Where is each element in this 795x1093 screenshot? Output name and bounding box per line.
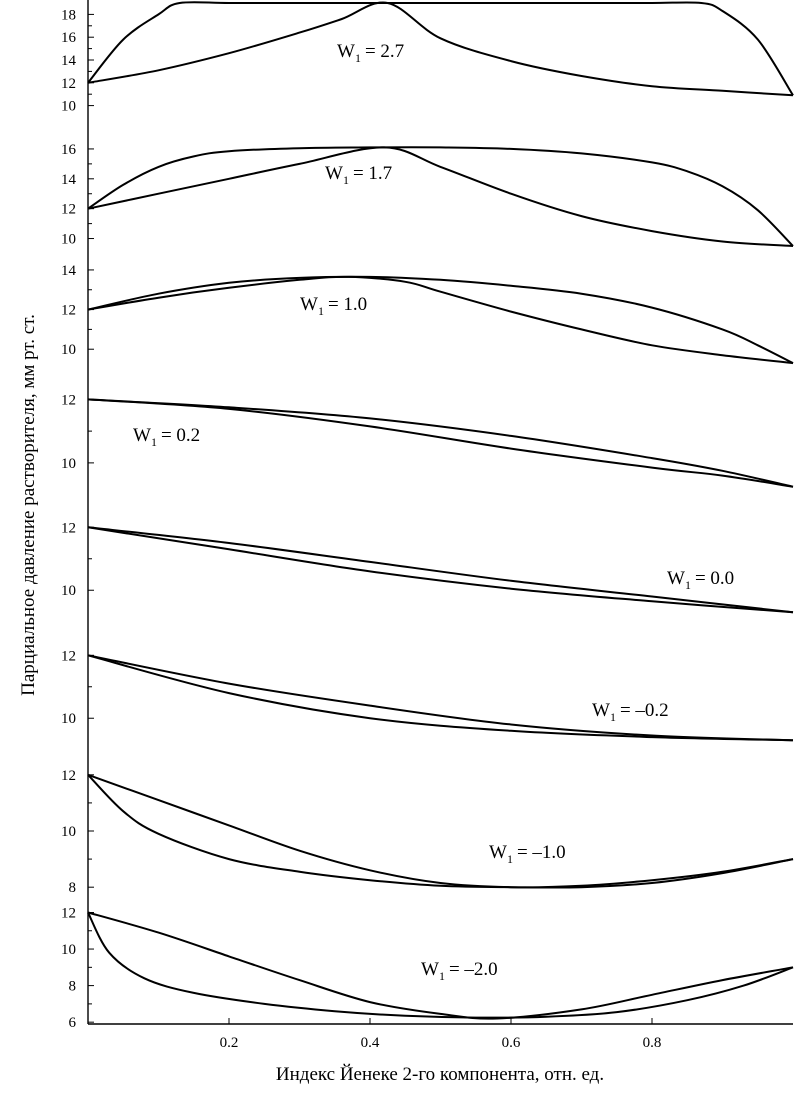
w-label: W1 = 1.7 (325, 163, 392, 187)
panel (87, 911, 794, 1020)
series-line (87, 1, 794, 96)
series-line (87, 774, 794, 889)
w-label-symbol: W (421, 959, 439, 980)
w-label-subscript: 1 (685, 578, 691, 592)
w-label: W1 = 1.0 (300, 294, 367, 318)
y-tick-label: 14 (61, 53, 77, 69)
labels-group: W1 = 2.7W1 = 1.7W1 = 1.0W1 = 0.2W1 = 0.0W1 = –… (133, 41, 734, 983)
y-tick-label: 6 (69, 1015, 77, 1031)
series-line (87, 526, 794, 614)
panel (87, 654, 794, 742)
panel (87, 398, 794, 488)
series-line (87, 912, 794, 1019)
series-line (87, 911, 794, 1020)
w-label-symbol: W (133, 425, 151, 446)
series-line (87, 654, 794, 742)
y-tick-label: 10 (61, 99, 76, 115)
w-label-symbol: W (592, 700, 610, 721)
w-label-subscript: 1 (343, 173, 349, 187)
w-label-value: = –0.2 (620, 700, 669, 721)
w-label-subscript: 1 (151, 435, 157, 449)
y-tick-label: 8 (69, 880, 77, 896)
y-tick-label: 14 (61, 263, 77, 279)
w-label-value: = 1.7 (353, 163, 392, 184)
y-tick-label: 8 (69, 979, 77, 995)
w-label-value: = 1.0 (328, 294, 367, 315)
series-line (87, 526, 794, 614)
y-tick-label: 10 (61, 232, 76, 248)
series-line (87, 773, 794, 889)
w-label-symbol: W (667, 568, 685, 589)
y-tick-label: 18 (61, 7, 76, 23)
w-label-symbol: W (489, 842, 507, 863)
panel (87, 1, 794, 97)
w-label-symbol: W (300, 294, 318, 315)
series-line (87, 275, 794, 365)
y-tick-label: 16 (61, 30, 77, 46)
panel (87, 773, 794, 889)
w-label-subscript: 1 (507, 852, 513, 866)
y-tick-label: 12 (61, 520, 76, 536)
w-label-value: = 2.7 (365, 41, 404, 62)
series-line (87, 398, 794, 488)
panel (87, 526, 794, 614)
w-label-subscript: 1 (439, 969, 445, 983)
y-tick-label: 10 (61, 711, 76, 727)
y-tick-label: 16 (61, 142, 77, 158)
w-label: W1 = –0.2 (592, 700, 669, 724)
curves-group (87, 1, 794, 1020)
axes-group (87, 0, 793, 1025)
series-line (87, 654, 794, 742)
y-axis-title: Парциальное давление растворителя, мм рт… (18, 314, 39, 696)
w-label-subscript: 1 (318, 304, 324, 318)
w-label-subscript: 1 (610, 710, 616, 724)
series-line (87, 146, 794, 247)
y-tick-label: 12 (61, 303, 76, 319)
y-tick-label: 10 (61, 942, 76, 958)
y-tick-label: 10 (61, 824, 76, 840)
y-tick-label: 12 (61, 392, 76, 408)
y-tick-label: 12 (61, 202, 76, 218)
panel (87, 146, 794, 247)
y-tick-label: 12 (61, 905, 76, 921)
x-tick-label: 0.2 (220, 1035, 239, 1051)
x-axis-title: Индекс Йенеке 2-го компонента, отн. ед. (276, 1064, 604, 1085)
x-tick-label: 0.4 (361, 1035, 380, 1051)
w-label: W1 = 2.7 (337, 41, 404, 65)
w-label-subscript: 1 (355, 51, 361, 65)
x-tick-label: 0.8 (643, 1035, 662, 1051)
w-label-value: = 0.2 (161, 425, 200, 446)
y-tick-label: 12 (61, 648, 76, 664)
w-label: W1 = –2.0 (421, 959, 498, 983)
series-line (87, 398, 794, 488)
y-tick-label: 10 (61, 583, 76, 599)
w-label-symbol: W (325, 163, 343, 184)
w-label-value: = –2.0 (449, 959, 498, 980)
w-label: W1 = 0.2 (133, 425, 200, 449)
w-label: W1 = –1.0 (489, 842, 566, 866)
w-label: W1 = 0.0 (667, 568, 734, 592)
w-label-symbol: W (337, 41, 355, 62)
series-line (87, 275, 794, 364)
x-tick-label: 0.6 (502, 1035, 521, 1051)
w-label-value: = –1.0 (517, 842, 566, 863)
w-label-value: = 0.0 (695, 568, 734, 589)
y-tick-label: 12 (61, 768, 76, 784)
y-tick-label: 14 (61, 172, 77, 188)
y-tick-label: 12 (61, 76, 76, 92)
series-line (87, 1, 794, 97)
panel (87, 275, 794, 365)
series-line (87, 146, 794, 247)
y-tick-label: 10 (61, 342, 76, 358)
ticks-group: 0.2 0.4 0.6 0.81012141618101214161012141012… (61, 7, 661, 1051)
y-tick-label: 10 (61, 456, 76, 472)
